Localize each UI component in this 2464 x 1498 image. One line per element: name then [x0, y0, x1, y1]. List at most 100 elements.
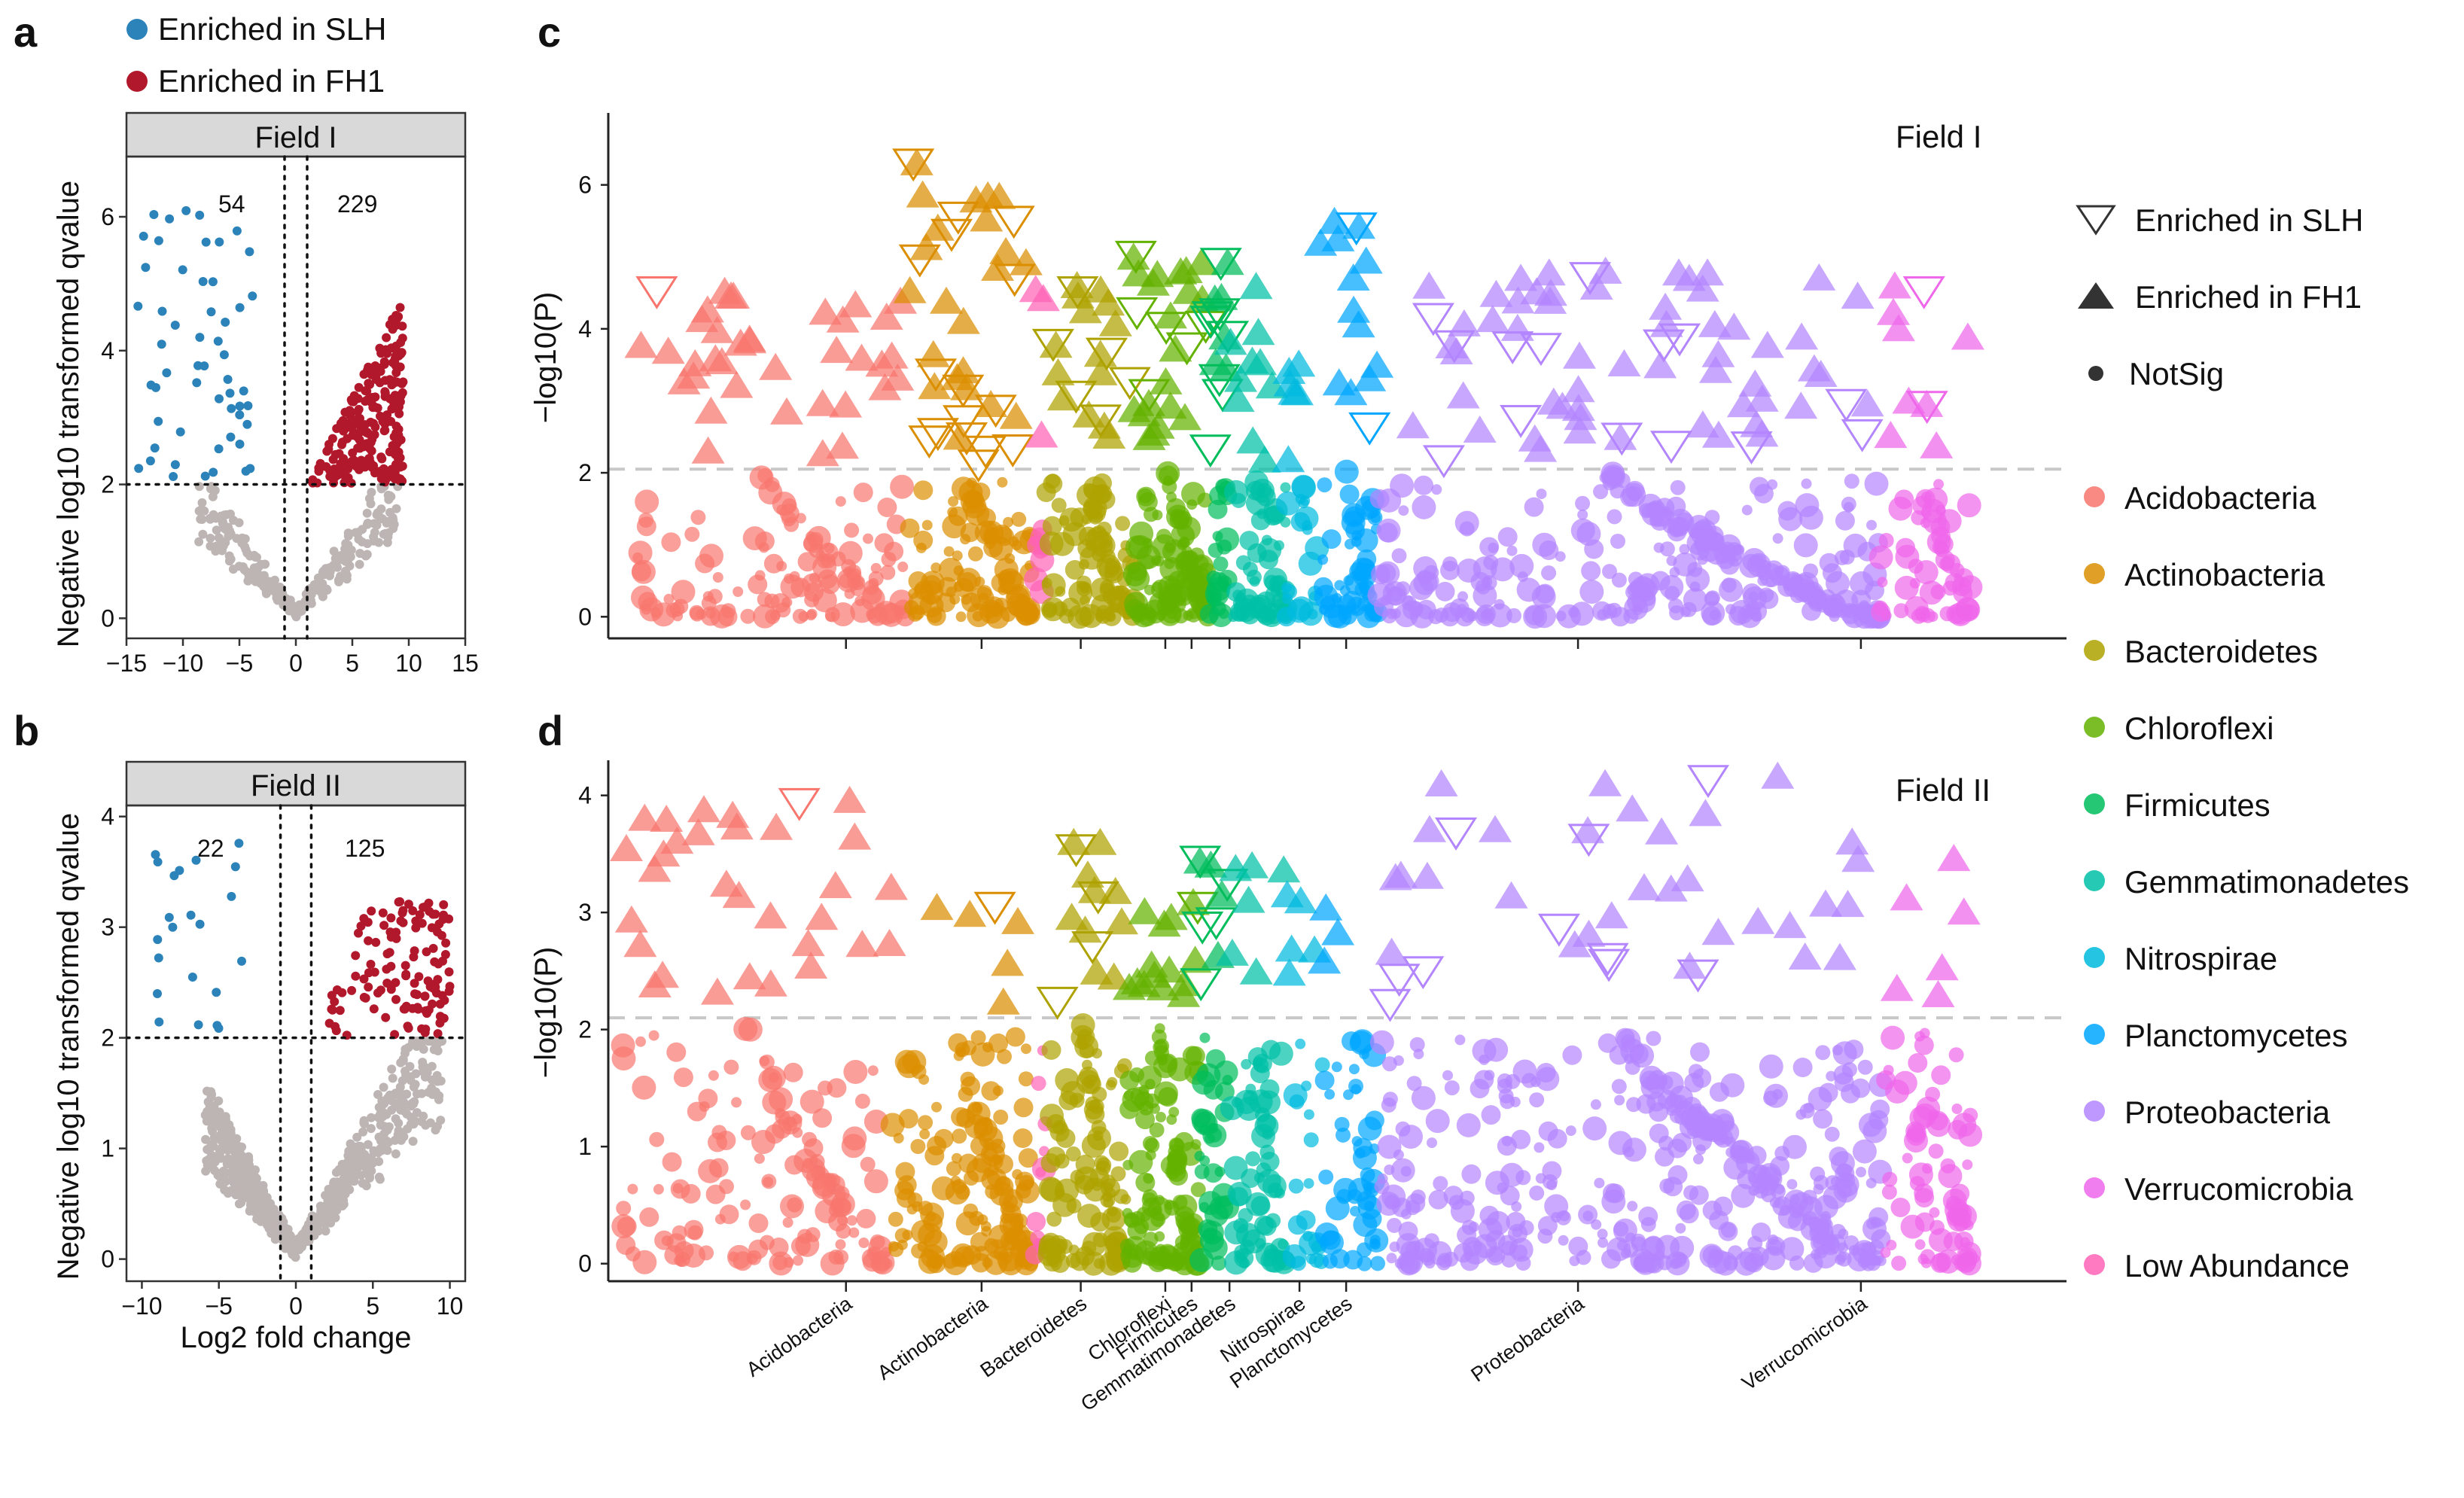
notsig-point	[1208, 543, 1223, 558]
notsig-point	[1933, 479, 1944, 490]
notsig-point	[1199, 604, 1220, 624]
notsig-point	[1001, 1204, 1022, 1223]
notsig-point	[1882, 1171, 1898, 1187]
volcano-point	[394, 312, 404, 321]
volcano-point	[154, 416, 163, 426]
volcano-point	[376, 1114, 385, 1124]
volcano-point	[206, 534, 215, 543]
fh1-triangle-point	[1282, 349, 1316, 377]
notsig-point	[981, 1081, 1001, 1101]
y-tick-label: 1	[578, 1133, 592, 1160]
volcano-point	[238, 562, 248, 571]
volcano-point	[328, 455, 338, 464]
volcano-point	[245, 1206, 254, 1216]
volcano-point	[201, 1166, 211, 1176]
fh1-triangle-point	[1164, 257, 1198, 285]
volcano-point	[232, 1155, 242, 1165]
notsig-point	[1535, 1067, 1560, 1092]
fh1-triangle-point	[700, 977, 734, 1005]
slh-triangle-point	[1071, 931, 1114, 964]
notsig-point	[1443, 1251, 1459, 1267]
notsig-point	[1891, 1256, 1907, 1271]
notsig-point	[1795, 493, 1820, 518]
notsig-point	[1871, 1229, 1891, 1249]
volcano-point	[239, 386, 248, 396]
notsig-point	[1282, 1244, 1307, 1268]
fh1-triangle-point	[1077, 875, 1111, 903]
notsig-point	[1261, 534, 1272, 546]
notsig-point	[877, 498, 897, 517]
volcano-point	[359, 974, 369, 984]
fh1-triangle-point	[1132, 388, 1165, 416]
volcano-point	[195, 210, 205, 220]
fh1-triangle-point	[1375, 937, 1409, 965]
volcano-point	[341, 472, 351, 482]
notsig-point	[1367, 583, 1392, 607]
notsig-point	[1931, 526, 1951, 547]
notsig-point	[1046, 1255, 1057, 1266]
fh1-triangle-point	[1520, 277, 1554, 305]
volcano-point	[424, 1088, 434, 1097]
volcano-point	[327, 1183, 337, 1193]
fh1-triangle-point	[826, 431, 859, 459]
notsig-point	[888, 1211, 903, 1227]
notsig-point	[1384, 1165, 1395, 1175]
fh1-triangle-point	[1309, 893, 1343, 921]
legend-phylum-label: Proteobacteria	[2124, 1095, 2331, 1130]
slh-triangle-point	[1189, 434, 1232, 468]
notsig-point	[1131, 603, 1156, 628]
notsig-point	[1213, 556, 1229, 572]
notsig-point	[1039, 531, 1064, 556]
notsig-point	[856, 1208, 876, 1229]
volcano-point	[439, 900, 449, 909]
volcano-point	[195, 919, 205, 929]
notsig-point	[1259, 550, 1278, 570]
fh1-triangle-point	[1138, 961, 1171, 988]
volcano-point	[224, 522, 233, 532]
legend-phylum-label: Firmicutes	[2124, 787, 2271, 823]
notsig-point	[1534, 1142, 1545, 1153]
notsig-point	[812, 1108, 833, 1128]
notsig-point	[1704, 510, 1720, 525]
volcano-point	[212, 525, 221, 535]
notsig-point	[1483, 555, 1499, 571]
volcano-point	[386, 492, 396, 501]
volcano-point	[391, 449, 400, 459]
notsig-point	[1934, 542, 1950, 557]
notsig-point	[1601, 1189, 1626, 1214]
notsig-point	[1004, 553, 1016, 564]
volcano-point	[181, 206, 191, 215]
fh1-triangle-point	[839, 290, 873, 318]
volcano-point	[237, 956, 246, 966]
fh1-triangle-point	[660, 827, 694, 854]
notsig-point	[1707, 1250, 1732, 1274]
manhattan-legend: Enriched in SLH Enriched in FH1 NotSig A…	[2076, 202, 2409, 1283]
fh1-triangle-point	[1937, 844, 1971, 872]
volcano-point	[366, 960, 376, 969]
notsig-point	[1259, 1079, 1280, 1099]
notsig-point	[1482, 577, 1493, 588]
volcano-point	[356, 1171, 366, 1180]
notsig-point	[1627, 1201, 1638, 1212]
fh1-triangle-point	[1168, 969, 1201, 997]
notsig-point	[1414, 475, 1433, 495]
notsig-point	[661, 1235, 672, 1247]
fh1-triangle-point	[1546, 391, 1579, 419]
volcano-point	[302, 598, 312, 608]
notsig-point	[921, 519, 933, 531]
notsig-point	[1817, 1247, 1828, 1259]
notsig-point	[1013, 1098, 1034, 1118]
volcano-point	[347, 985, 357, 995]
volcano-point	[349, 1177, 359, 1186]
notsig-point	[1683, 1185, 1699, 1201]
notsig-point	[1389, 1241, 1400, 1253]
notsig-point	[1203, 1079, 1223, 1100]
fh1-triangle-point	[1087, 411, 1121, 439]
fh1-triangle-point	[1698, 309, 1732, 337]
volcano-point	[214, 444, 224, 454]
notsig-point	[1058, 1091, 1079, 1110]
notsig-point	[1203, 1163, 1223, 1183]
notsig-point	[611, 1046, 636, 1071]
volcano-point	[378, 908, 388, 918]
notsig-point	[1790, 574, 1802, 586]
